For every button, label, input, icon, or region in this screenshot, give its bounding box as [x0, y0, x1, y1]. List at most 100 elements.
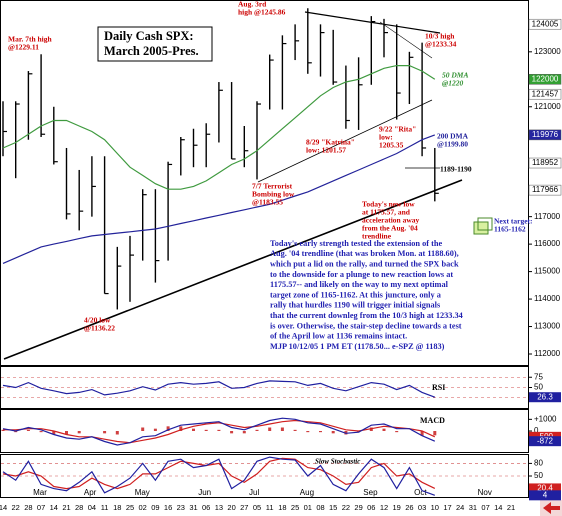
x-tick-label: 10: [431, 503, 439, 512]
x-tick-label: 18: [278, 503, 286, 512]
level-label: 122000: [532, 74, 559, 83]
x-tick-label: 01: [304, 503, 312, 512]
x-tick-label: 28: [75, 503, 83, 512]
commentary-line: that the current downleg from the 10/3 h…: [270, 311, 463, 320]
level-box: [528, 88, 562, 100]
y-tick-label: 114000: [534, 294, 561, 303]
x-tick-label: 31: [469, 503, 477, 512]
x-tick-label: 06: [202, 503, 210, 512]
annotation: trendline: [362, 232, 392, 241]
macd-panel: [0, 409, 529, 453]
x-tick-label: 26: [405, 503, 413, 512]
month-label: Jun: [198, 488, 211, 497]
commentary-line: to the downside for a plunge to new reac…: [270, 270, 453, 279]
x-tick-label: 22: [342, 503, 350, 512]
level-box: [528, 129, 562, 141]
x-tick-label: 20: [227, 503, 235, 512]
target-icon: [473, 217, 493, 235]
level-label: 121457: [532, 89, 559, 98]
annotation: 8/29 "Katrina": [306, 138, 355, 147]
annotation: @1199.80: [437, 140, 468, 149]
chart-title: Daily Cash SPX:: [104, 29, 194, 43]
y-tick-label: 112000: [534, 349, 561, 358]
annotation: 4/20 low: [84, 316, 111, 325]
commentary-line: Today's early strength tested the extens…: [270, 239, 442, 248]
series-line: [2, 380, 436, 398]
commentary-line: 1175.57-- and likely on the way to my ne…: [270, 280, 449, 289]
x-tick-label: 18: [113, 503, 121, 512]
level-label: 117966: [532, 185, 559, 194]
panel-title: Slow Stochastic: [315, 458, 360, 466]
y-tick-label: 80: [534, 459, 543, 468]
annotation: Bombing low: [252, 190, 295, 199]
x-tick-label: 27: [240, 503, 248, 512]
series-line: [2, 65, 436, 190]
annotation: Mar. 7th high: [8, 35, 53, 44]
level-box: [528, 184, 562, 196]
annotation: @1183.55: [252, 198, 283, 207]
month-label: Sep: [363, 488, 378, 497]
x-tick-label: 21: [507, 503, 515, 512]
downtrend-line: [304, 11, 441, 34]
value-box: [529, 483, 561, 494]
annotation: 1165-1162: [494, 225, 526, 234]
x-tick-label: 16: [164, 503, 172, 512]
level-label: 124005: [532, 19, 559, 28]
scroll-arrow: [543, 502, 560, 514]
x-tick-label: 15: [329, 503, 337, 512]
x-tick-label: 31: [189, 503, 197, 512]
month-label: Jul: [249, 488, 259, 497]
x-tick-label: 25: [291, 503, 299, 512]
title-box: [97, 26, 213, 62]
x-tick-label: 29: [354, 503, 362, 512]
x-tick-label: 08: [316, 503, 324, 512]
x-tick-label: 14: [50, 503, 58, 512]
commentary-line: is over. Otherwise, the stair-step decli…: [270, 321, 462, 330]
x-tick-label: 28: [24, 503, 32, 512]
series-line: [2, 134, 436, 264]
channel-line: [257, 99, 433, 183]
value-label: -872: [537, 436, 554, 445]
value-box: [529, 436, 561, 447]
x-tick-label: 12: [380, 503, 388, 512]
month-label: Nov: [478, 488, 492, 497]
y-tick-label: 0: [534, 426, 539, 435]
annotation: Today's new low: [362, 200, 415, 209]
x-tick-label: 22: [12, 503, 20, 512]
month-label: Oct: [414, 488, 427, 497]
commentary-line: rally that hurdles 1190 will trigger ini…: [270, 301, 441, 310]
series-line: [2, 457, 436, 490]
level-label: 118952: [532, 158, 559, 167]
y-tick-label: 113000: [534, 322, 561, 331]
panel-title: MACD: [420, 416, 445, 425]
annotation: from the Aug. '04: [362, 224, 418, 233]
commentary-line: target zone of 1165-1162. At this junctu…: [270, 290, 442, 299]
x-tick-label: 09: [151, 503, 159, 512]
series-line: [2, 456, 436, 496]
annotation: 10/3 high: [425, 32, 455, 41]
y-tick-label: 117000: [534, 212, 561, 221]
commentary-line: MJP 10/12/05 1 PM ET (1178.50... e-SPZ @…: [270, 342, 445, 351]
annotation: Next target:: [494, 217, 533, 226]
downtrend-line: [379, 21, 433, 59]
commentary-line: of the April low at 1136 remains intact.: [270, 332, 407, 341]
x-tick-label: 24: [456, 503, 464, 512]
value-label: 20.4: [537, 484, 553, 493]
x-tick-label: 07: [37, 503, 45, 512]
x-tick-label: 04: [88, 503, 96, 512]
annotation: @1233.34: [425, 40, 457, 49]
value-box: [529, 490, 561, 501]
annotation: Aug. 3rd: [238, 0, 267, 9]
main-panel: [0, 0, 529, 366]
value-box: [529, 392, 561, 403]
month-label: Aug: [300, 488, 314, 497]
y-tick-label: 116000: [534, 239, 561, 248]
annotation: @1220: [442, 79, 463, 88]
annotation: at 1175.57, and: [362, 208, 411, 217]
y-tick-label: 50: [534, 471, 543, 480]
x-tick-label: 14: [494, 503, 502, 512]
value-label: 4: [543, 490, 548, 499]
annotation: @1136.22: [84, 324, 115, 333]
x-tick-label: 03: [418, 503, 426, 512]
